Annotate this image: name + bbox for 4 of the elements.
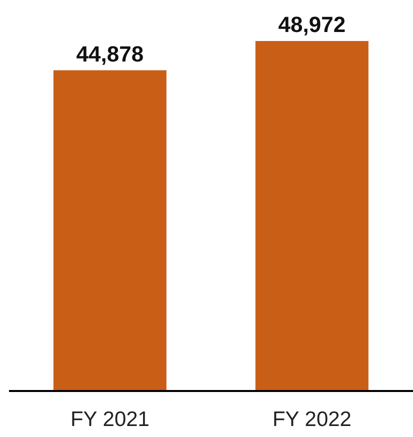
x-tick-label: FY 2021 xyxy=(70,408,150,431)
data-label: 48,972 xyxy=(278,12,346,37)
x-tick-label: FY 2022 xyxy=(272,408,352,431)
data-label: 44,878 xyxy=(76,41,144,66)
